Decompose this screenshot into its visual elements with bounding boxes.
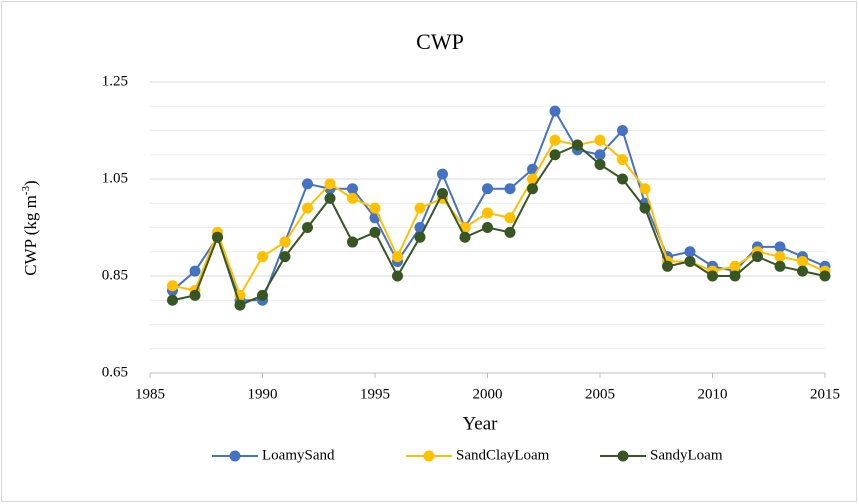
point: [414, 231, 426, 243]
point: [279, 251, 291, 263]
point: [257, 251, 268, 263]
point: [662, 260, 673, 272]
x-tick-label: 2005: [585, 386, 615, 402]
x-tick-label: 1995: [360, 386, 390, 402]
x-tick-label: 2015: [810, 386, 840, 402]
point: [257, 289, 268, 301]
point: [347, 236, 358, 248]
x-tick-label: 2000: [473, 386, 503, 402]
point: [594, 149, 606, 161]
point: [369, 202, 381, 214]
point: [774, 260, 786, 272]
point: [504, 226, 516, 238]
point: [729, 270, 741, 282]
y-tick-label: 0.85: [102, 267, 128, 283]
point: [167, 294, 178, 306]
y-label-part: ): [21, 180, 40, 186]
x-tick-label: 1990: [248, 386, 278, 402]
y-tick-label: 1.05: [102, 170, 128, 186]
point: [302, 222, 313, 233]
point: [752, 251, 763, 263]
point: [549, 149, 561, 161]
point: [302, 202, 313, 214]
point: [594, 158, 606, 170]
point: [797, 265, 808, 277]
y-label-part: CWP (kg m: [21, 195, 40, 276]
point: [549, 134, 561, 146]
point: [617, 125, 628, 136]
point: [639, 183, 651, 195]
point: [482, 183, 493, 195]
point: [437, 188, 448, 200]
point: [279, 236, 291, 248]
point: [482, 207, 493, 219]
y-tick-label: 1.25: [102, 73, 128, 89]
point: [414, 202, 426, 214]
point: [392, 270, 403, 282]
point: [527, 183, 538, 195]
point: [347, 183, 358, 195]
point: [594, 134, 606, 146]
point: [482, 222, 493, 233]
chart-title: CWP: [416, 29, 464, 54]
y-axis-label: CWP (kg m-3): [20, 180, 40, 275]
point: [684, 255, 696, 267]
legend-marker: [617, 450, 629, 462]
legend-marker: [229, 450, 241, 462]
point: [212, 231, 223, 243]
point: [774, 241, 786, 253]
point: [729, 260, 741, 272]
point: [324, 178, 336, 190]
point: [189, 265, 201, 277]
point: [437, 168, 448, 180]
point: [527, 173, 538, 185]
point: [302, 178, 313, 190]
legend-label: LoamySand: [262, 447, 335, 463]
point: [347, 192, 358, 204]
point: [617, 154, 628, 166]
point: [617, 173, 628, 185]
point: [639, 202, 651, 214]
point: [797, 255, 808, 267]
point: [707, 270, 718, 282]
point: [459, 231, 471, 243]
point: [167, 280, 178, 292]
point: [774, 251, 786, 263]
point: [189, 289, 201, 301]
point: [819, 270, 831, 282]
point: [369, 226, 381, 238]
y-tick-label: 0.65: [102, 364, 128, 380]
legend-marker: [423, 450, 435, 462]
point: [527, 163, 538, 175]
point: [684, 246, 696, 258]
legend-label: SandyLoam: [650, 447, 723, 463]
point: [504, 183, 516, 195]
point: [392, 251, 403, 263]
point: [572, 139, 583, 151]
point: [324, 192, 336, 204]
x-axis-label: Year: [462, 413, 498, 434]
point: [549, 105, 561, 117]
y-label-sup: -3: [20, 185, 32, 195]
legend-label: SandClayLoam: [456, 447, 550, 463]
x-tick-label: 2010: [698, 386, 728, 402]
point: [504, 212, 516, 224]
x-tick-label: 1985: [135, 386, 165, 402]
point: [234, 299, 246, 311]
